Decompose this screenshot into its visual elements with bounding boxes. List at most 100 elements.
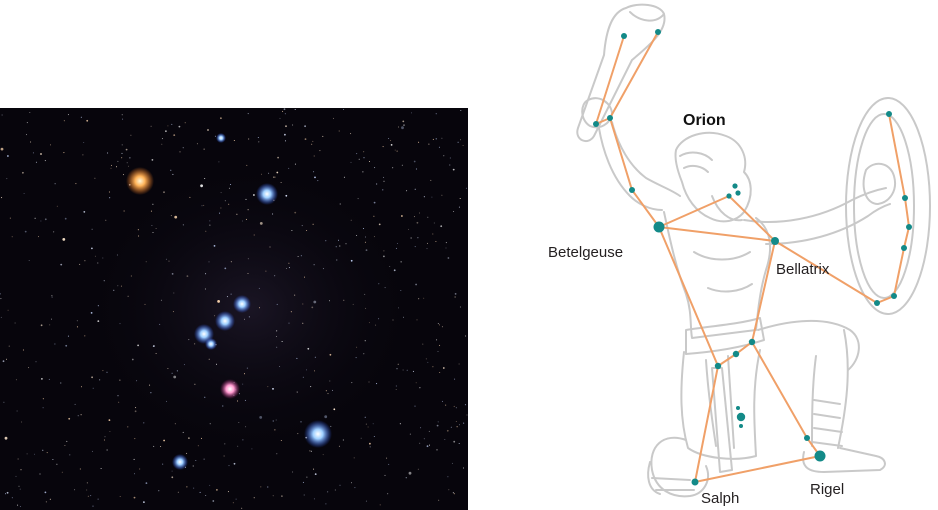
photo-background-star [119,379,121,381]
photo-background-star [201,437,202,439]
photo-background-star [171,476,174,479]
photo-background-star [1,114,3,116]
photo-background-star [173,134,176,136]
bellatrix-star [771,237,779,245]
photo-background-star [463,422,465,424]
photo-background-star [261,173,262,175]
photo-background-star [416,221,419,224]
photo-background-star [441,194,443,196]
chest-outline [693,251,753,293]
photo-background-star [327,393,329,395]
photo-background-star [94,177,96,179]
photo-background-star [50,144,51,146]
photo-background-star [253,234,255,236]
photo-background-star [368,381,370,383]
photo-background-star [364,340,366,342]
photo-background-star [297,256,299,257]
photo-background-star [18,485,20,487]
photo-background-star [62,238,66,241]
photo-background-star [38,236,39,238]
photo-background-star [398,307,399,309]
photo-background-star [426,445,429,448]
photo-background-star [432,366,434,368]
photo-background-star [275,336,277,337]
photo-background-star [420,427,422,429]
photo-background-star [107,152,109,154]
photo-background-star [80,414,82,416]
photo-background-star [292,124,294,126]
photo-background-star [276,303,278,305]
photo-background-star [333,117,334,119]
photo-background-star [65,344,68,347]
photo-background-star [45,501,47,503]
photo-background-star [195,460,197,461]
photo-background-star [11,236,13,238]
photo-background-star [247,113,249,115]
photo-background-star [276,171,279,174]
photo-background-star [314,370,315,372]
photo-background-star [418,298,420,300]
photo-background-star [277,156,279,159]
photo-background-star [194,383,196,385]
photo-background-star [373,201,376,204]
photo-background-star [40,324,43,327]
photo-background-star [97,305,99,307]
photo-background-star [432,233,434,235]
photo-background-star [435,241,437,242]
photo-background-star [296,391,298,393]
photo-background-star [411,112,412,114]
photo-background-star [92,505,94,507]
photo-background-star [465,187,467,189]
photo-background-star [304,138,307,140]
photo-background-star [244,373,245,375]
photo-background-star [51,318,52,320]
photo-background-star [84,260,86,262]
photo-background-star [419,212,420,214]
photo-background-star [3,401,5,403]
shield-star-3 [906,224,912,230]
photo-background-star [127,426,129,428]
photo-background-star [358,158,360,160]
photo-background-star [306,230,308,231]
photo-background-star [386,457,388,459]
photo-background-star [194,343,196,345]
photo-background-star [296,357,298,359]
photo-background-star [209,220,211,222]
photo-background-star [464,404,466,406]
photo-background-star [329,380,331,382]
photo-background-star [324,415,328,419]
photo-head-star-glow [216,133,226,143]
photo-background-star [171,123,173,125]
photo-background-star [437,323,439,325]
photo-background-star [174,423,176,425]
photo-background-star [376,383,378,385]
photo-background-star [230,184,232,185]
club-star-4 [593,121,599,127]
photo-background-star [100,468,102,469]
photo-background-star [87,495,89,497]
photo-background-star [56,463,58,465]
photo-background-star [109,197,111,199]
photo-background-star [433,222,435,224]
photo-background-star [209,224,211,226]
photo-background-star [357,198,359,200]
photo-background-star [151,225,153,226]
photo-background-star [165,130,167,133]
photo-background-star [118,401,120,403]
photo-background-star [276,453,278,455]
rear-sandal-outline [651,477,695,491]
photo-background-star [228,203,230,205]
shield-inner-outline [853,113,915,299]
photo-background-star [183,364,185,366]
photo-background-star [7,309,9,311]
photo-background-star [356,346,358,348]
photo-background-star [46,452,48,454]
betelgeuse-star [653,221,665,233]
photo-background-star [34,217,36,219]
photo-background-star [395,247,397,249]
photo-background-star [355,357,357,359]
photo-background-star [460,110,462,111]
photo-background-star [319,150,321,152]
photo-background-star [378,283,380,285]
photo-background-star [76,320,78,322]
